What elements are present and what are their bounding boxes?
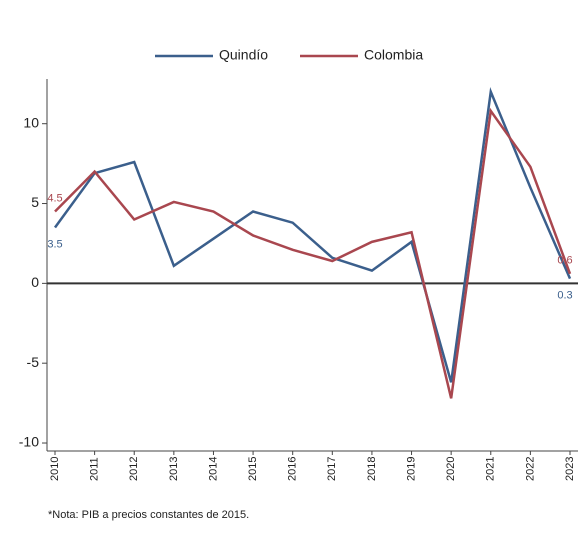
series-line xyxy=(53,87,572,383)
legend-label: Quindío xyxy=(219,47,268,63)
x-tick-label: 2019 xyxy=(405,457,417,481)
x-tick-label: 2023 xyxy=(564,457,576,481)
series-line xyxy=(54,107,572,399)
y-tick-label: 10 xyxy=(23,114,39,130)
legend-label: Colombia xyxy=(364,47,423,63)
x-tick-label: 2017 xyxy=(326,457,338,481)
note: *Nota: PIB a precios constantes de 2015. xyxy=(48,509,249,521)
x-tick-label: 2022 xyxy=(524,457,536,481)
x-tick-label: 2021 xyxy=(485,457,497,481)
y-tick-label: -5 xyxy=(27,354,40,370)
x-tick-label: 2011 xyxy=(89,457,101,481)
x-tick-label: 2012 xyxy=(128,457,140,481)
x-tick-label: 2018 xyxy=(366,457,378,481)
x-tick-label: 2016 xyxy=(287,457,299,481)
x-tick-label: 2010 xyxy=(49,457,61,481)
y-tick-label: 5 xyxy=(31,194,39,210)
y-tick-label: 0 xyxy=(31,274,39,290)
data-label: 3.5 xyxy=(47,238,62,250)
x-tick-label: 2014 xyxy=(207,457,219,481)
x-tick-label: 2013 xyxy=(168,457,180,481)
data-label: 0.3 xyxy=(557,289,572,301)
data-label: 0.6 xyxy=(557,255,572,267)
data-label: 4.5 xyxy=(47,192,62,204)
y-tick-label: -10 xyxy=(19,434,39,450)
x-tick-label: 2015 xyxy=(247,457,259,481)
x-tick-label: 2020 xyxy=(445,457,457,481)
